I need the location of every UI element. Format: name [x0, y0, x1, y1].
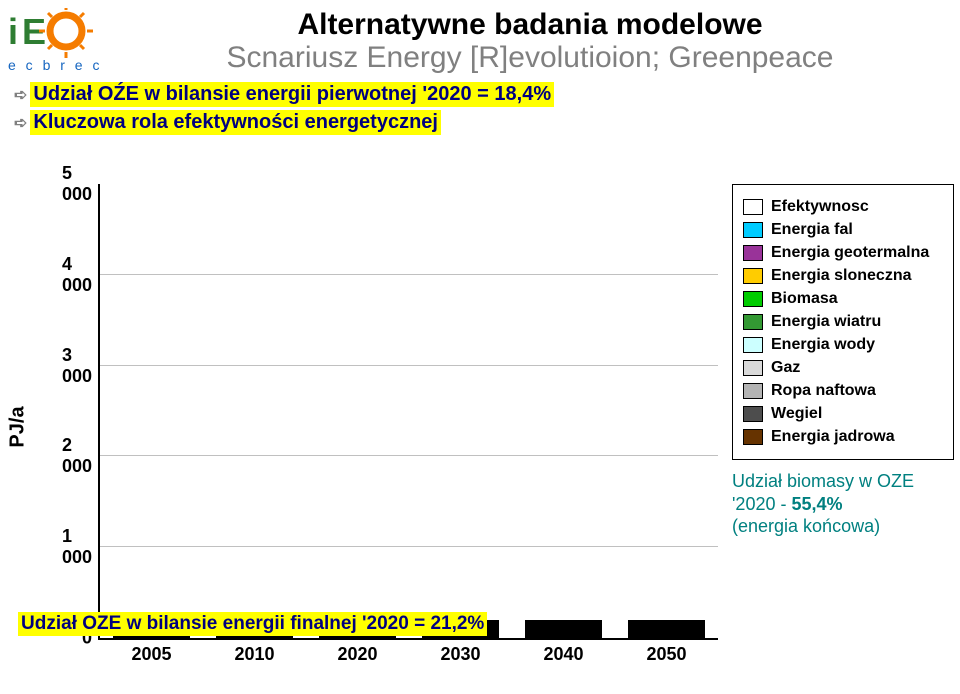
bar-2040: [525, 620, 602, 638]
bars-container: [100, 184, 718, 638]
bullet-text: Kluczowa rola efektywności energetycznej: [30, 110, 441, 135]
legend-swatch: [743, 314, 763, 330]
x-tick-label: 2010: [234, 644, 274, 665]
legend-box: Efektywnosc Energia fal Energia geotermaln…: [732, 184, 954, 460]
legend-swatch: [743, 199, 763, 215]
logo-subtext: e c b r e c: [8, 57, 102, 73]
legend-item-efekt: Efektywnosc: [743, 198, 943, 216]
legend-swatch: [743, 383, 763, 399]
y-tick-label: 4 000: [62, 254, 92, 296]
legend-label: Biomasa: [771, 290, 838, 308]
legend-swatch: [743, 429, 763, 445]
legend-swatch: [743, 337, 763, 353]
gridline: [100, 365, 718, 366]
note-text: (energia końcowa): [732, 516, 880, 536]
legend-swatch: [743, 268, 763, 284]
legend-panel: Efektywnosc Energia fal Energia geotermaln…: [732, 184, 954, 538]
legend-item-gaz: Gaz: [743, 359, 943, 377]
gridline: [100, 274, 718, 275]
x-tick-label: 2040: [543, 644, 583, 665]
legend-label: Ropa naftowa: [771, 382, 876, 400]
legend-swatch: [743, 245, 763, 261]
slide-header: Alternatywne badania modelowe Scnariusz …: [118, 8, 942, 74]
x-tick-label: 2005: [131, 644, 171, 665]
legend-label: Wegiel: [771, 405, 822, 423]
bar-2050: [628, 620, 705, 638]
x-tick-label: 2020: [337, 644, 377, 665]
y-axis-label: PJ/a: [7, 406, 30, 447]
bullet-text: Udział OŹE w bilansie energii pierwotnej…: [30, 82, 554, 107]
legend-item-sloneczna: Energia sloneczna: [743, 267, 943, 285]
legend-swatch: [743, 291, 763, 307]
plot-area: 01 0002 0003 0004 0005 00020052010202020…: [98, 184, 718, 640]
y-tick-label: 3 000: [62, 345, 92, 387]
x-tick-label: 2030: [440, 644, 480, 665]
legend-item-biomasa: Biomasa: [743, 290, 943, 308]
biomass-share-note: Udział biomasy w OZE '2020 - 55,4% (ener…: [732, 470, 954, 538]
legend-swatch: [743, 406, 763, 422]
x-tick-label: 2050: [646, 644, 686, 665]
legend-item-jadrowa: Energia jadrowa: [743, 428, 943, 446]
legend-item-wody: Energia wody: [743, 336, 943, 354]
legend-label: Energia wody: [771, 336, 875, 354]
gridline: [100, 455, 718, 456]
seg-wegiel: [113, 636, 190, 638]
legend-item-geoterm: Energia geotermalna: [743, 244, 943, 262]
seg-wegiel: [525, 636, 602, 638]
legend-item-wegiel: Wegiel: [743, 405, 943, 423]
bullet-icon: ➪: [14, 87, 27, 104]
y-tick-label: 2 000: [62, 435, 92, 477]
legend-label: Energia wiatru: [771, 313, 881, 331]
legend-label: Energia sloneczna: [771, 267, 912, 285]
legend-swatch: [743, 222, 763, 238]
y-tick-label: 5 000: [62, 163, 92, 205]
legend-item-wiatru: Energia wiatru: [743, 313, 943, 331]
legend-item-ropa: Ropa naftowa: [743, 382, 943, 400]
legend-item-fal: Energia fal: [743, 221, 943, 239]
y-tick-label: 1 000: [62, 526, 92, 568]
bullet-icon: ➪: [14, 115, 27, 132]
gridline: [100, 546, 718, 547]
bottom-highlight-text: Udział OZE w bilansie energii finalnej '…: [18, 612, 487, 636]
legend-label: Gaz: [771, 359, 800, 377]
seg-wegiel: [422, 636, 499, 638]
note-emph: 55,4%: [791, 494, 842, 514]
seg-wegiel: [216, 636, 293, 638]
energy-chart: PJ/a 01 0002 0003 0004 0005 000200520102…: [6, 180, 954, 674]
legend-swatch: [743, 360, 763, 376]
svg-text:i: i: [8, 11, 18, 52]
legend-label: Energia jadrowa: [771, 428, 895, 446]
legend-label: Efektywnosc: [771, 198, 869, 216]
seg-wegiel: [628, 636, 705, 638]
bullet-list: ➪Udział OŹE w bilansie energii pierwotne…: [14, 82, 952, 135]
seg-wegiel: [319, 636, 396, 638]
slide-subtitle: Scnariusz Energy [R]evolutioion; Greenpe…: [118, 41, 942, 74]
legend-label: Energia fal: [771, 221, 853, 239]
legend-label: Energia geotermalna: [771, 244, 929, 262]
bottom-highlight: Udział OZE w bilansie energii finalnej '…: [18, 612, 487, 636]
slide-title: Alternatywne badania modelowe: [118, 8, 942, 41]
ieo-logo: i E e c b r e c: [8, 8, 116, 85]
